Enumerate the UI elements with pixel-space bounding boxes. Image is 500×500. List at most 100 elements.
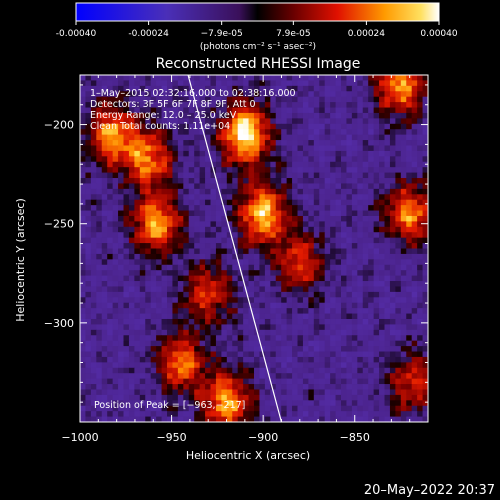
heatmap-cell [188,329,195,336]
heatmap-cell [107,150,114,157]
heatmap-cell [406,150,413,157]
heatmap-cell [248,215,255,222]
heatmap-cell [259,318,266,325]
heatmap-cell [172,281,179,287]
heatmap-cell [384,362,391,369]
heatmap-cell [188,253,195,260]
heatmap-cell [362,102,369,108]
heatmap-cell [308,405,315,412]
heatmap-cell [210,75,217,81]
heatmap-cell [422,270,428,277]
heatmap-cell [335,172,342,179]
heatmap-cell [248,389,255,396]
heatmap-cell [167,308,173,314]
heatmap-cell [395,156,402,163]
heatmap-cell [194,329,201,336]
heatmap-cell [308,226,315,233]
heatmap-cell [85,340,92,347]
heatmap-cell [379,145,385,152]
heatmap-cell [341,405,347,412]
heatmap-cell [167,226,173,233]
heatmap-cell [324,129,331,136]
heatmap-cell [319,161,326,168]
heatmap-cell [292,237,298,244]
heatmap-cell [188,286,195,293]
heatmap-cell [123,346,130,352]
heatmap-cell [226,194,233,201]
heatmap-cell [90,389,97,396]
heatmap-cell [384,400,391,407]
heatmap-cell [139,346,146,352]
heatmap-cell [422,188,428,195]
heatmap-cell [243,384,249,390]
heatmap-cell [107,156,114,163]
heatmap-cell [150,384,157,390]
heatmap-cell [373,248,380,255]
heatmap-cell [292,199,298,206]
heatmap-cell [264,215,271,222]
heatmap-cell [335,215,342,222]
heatmap-cell [85,145,92,152]
heatmap-cell [362,210,369,217]
heatmap-cell [243,102,249,108]
heatmap-cell [346,161,353,168]
heatmap-cell [341,91,347,98]
heatmap-cell [357,134,364,141]
heatmap-cell [335,264,342,271]
heatmap-cell [368,140,375,146]
heatmap-cell [417,346,423,352]
heatmap-cell [145,394,152,401]
heatmap-cell [80,248,86,255]
heatmap-cell [199,118,206,125]
heatmap-cell [101,178,108,184]
heatmap-cell [264,356,271,363]
heatmap-cell [199,389,206,396]
heatmap-cell [123,400,130,407]
heatmap-cell [264,318,271,325]
heatmap-cell [341,367,347,374]
heatmap-cell [417,389,423,396]
heatmap-cell [346,75,353,81]
heatmap-cell [177,172,184,179]
heatmap-cell [134,215,141,222]
heatmap-cell [297,75,304,81]
heatmap-cell [411,167,418,173]
heatmap-cell [156,140,162,146]
heatmap-cell [194,172,201,179]
heatmap-cell [85,264,92,271]
heatmap-cell [292,150,298,157]
heatmap-cell [177,205,184,211]
heatmap-cell [167,205,173,211]
heatmap-cell [221,329,228,336]
heatmap-cell [351,324,358,331]
heatmap-cell [292,85,298,92]
heatmap-cell [259,335,266,342]
heatmap-cell [400,129,407,136]
heatmap-cell [145,134,152,141]
heatmap-cell [199,373,206,380]
heatmap-cell [264,188,271,195]
heatmap-cell [101,107,108,114]
heatmap-cell [406,123,413,130]
heatmap-cell [313,96,320,103]
heatmap-cell [264,389,271,396]
heatmap-cell [134,107,141,114]
heatmap-cell [308,416,315,422]
heatmap-cell [177,416,184,422]
heatmap-cell [237,324,244,331]
heatmap-cell [270,318,277,325]
heatmap-cell [107,140,114,146]
heatmap-cell [232,96,239,103]
heatmap-cell [107,313,114,320]
heatmap-cell [177,286,184,293]
heatmap-cell [183,248,190,255]
heatmap-cell [167,199,173,206]
heatmap-cell [215,80,222,87]
heatmap-cell [335,389,342,396]
heatmap-cell [232,140,239,146]
heatmap-cell [139,275,146,282]
heatmap-cell [406,275,413,282]
heatmap-cell [324,318,331,325]
heatmap-cell [80,183,86,190]
heatmap-cell [335,161,342,168]
